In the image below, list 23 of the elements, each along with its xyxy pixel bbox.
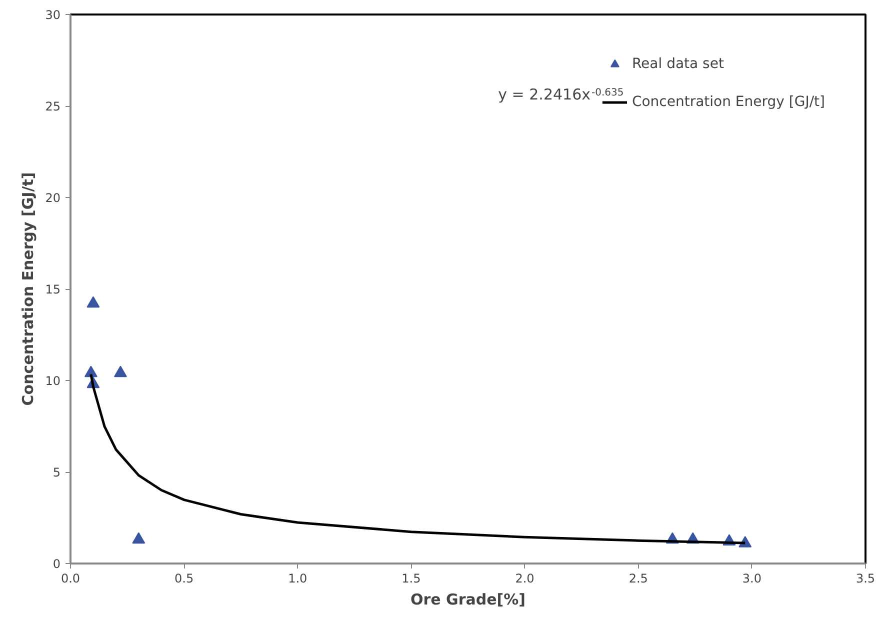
x-tick-label: 0.5 <box>174 572 194 586</box>
y-tick-label: 0 <box>52 557 61 571</box>
y-tick-label: 25 <box>45 100 61 114</box>
legend-label: Real data set <box>632 56 724 72</box>
y-tick-label: 10 <box>45 374 61 388</box>
x-tick-label: 1.0 <box>288 572 308 586</box>
y-axis-title: Concentration Energy [GJ/t] <box>19 172 38 406</box>
x-tick-label: 2.5 <box>628 572 648 586</box>
point <box>132 532 146 544</box>
y-tick-label: 15 <box>45 282 61 296</box>
y-tick-label: 20 <box>45 191 61 205</box>
legend-label: Concentration Energy [GJ/t] <box>632 94 825 110</box>
x-tick-label: 0.0 <box>60 572 80 586</box>
point <box>114 366 127 378</box>
x-tick-label: 3.5 <box>856 572 876 586</box>
x-tick-label: 3.0 <box>742 572 762 586</box>
x-axis-title: Ore Grade[%] <box>410 590 526 608</box>
point <box>86 296 100 308</box>
y-tick-label: 30 <box>45 8 61 22</box>
point <box>84 366 98 378</box>
y-tick-label: 5 <box>52 466 61 480</box>
x-tick-label: 1.5 <box>402 572 421 586</box>
x-tick-label: 2.0 <box>515 572 534 586</box>
